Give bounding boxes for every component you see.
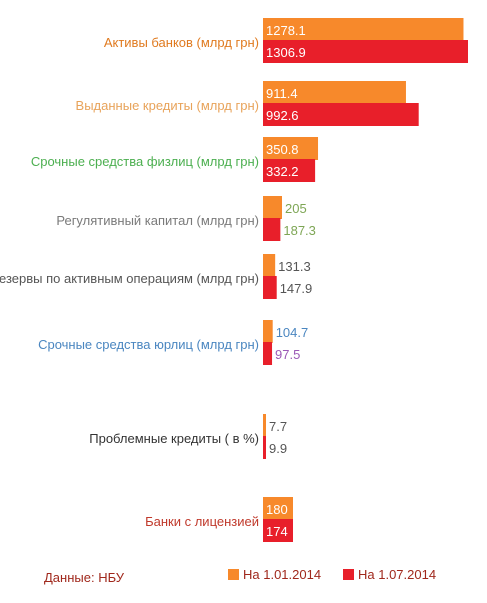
- legend-item-series-1: На 1.01.2014: [228, 567, 321, 582]
- data-label: 97.5: [275, 347, 300, 362]
- bar-series-2: [263, 436, 266, 459]
- data-label: 1306.9: [266, 45, 306, 60]
- bar-series-1: [263, 497, 293, 520]
- category-label: Банки с лицензией: [145, 514, 259, 529]
- bar-series-2: [263, 159, 316, 182]
- category-label: Активы банков (млрд грн): [104, 35, 259, 50]
- bar-series-1: [263, 254, 276, 277]
- legend-item-series-2: На 1.07.2014: [343, 567, 436, 582]
- category-label: Проблемные кредиты ( в %): [89, 431, 259, 446]
- legend-label-series-2: На 1.07.2014: [358, 567, 437, 582]
- legend-swatch-series-2: [343, 569, 354, 580]
- category-label: Резервы по активным операциям (млрд грн): [0, 271, 259, 286]
- data-label: 205: [285, 201, 307, 216]
- data-label: 104.7: [276, 325, 309, 340]
- data-label: 9.9: [269, 441, 287, 456]
- data-label: 180: [266, 502, 288, 517]
- bar-series-2: [263, 218, 281, 241]
- data-label: 350.8: [266, 142, 299, 157]
- bar-series-2: [263, 519, 293, 542]
- data-label: 187.3: [283, 223, 316, 238]
- bar-series-1: [263, 196, 282, 219]
- data-label: 911.4: [266, 86, 298, 101]
- data-label: 131.3: [278, 259, 311, 274]
- data-label: 992.6: [266, 108, 299, 123]
- legend-label-series-1: На 1.01.2014: [243, 567, 322, 582]
- category-label: Регулятивный капитал (млрд грн): [56, 213, 259, 228]
- legend-swatch-series-1: [228, 569, 239, 580]
- bar-series-1: [263, 137, 319, 160]
- bar-series-1: [263, 414, 266, 437]
- bar-series-1: [263, 18, 464, 41]
- bar-series-1: [263, 81, 406, 104]
- bar-series-2: [263, 276, 277, 299]
- data-label: 147.9: [280, 281, 313, 296]
- category-label: Срочные средства юрлиц (млрд грн): [38, 337, 259, 352]
- bar-series-2: [263, 342, 273, 365]
- bar-series-1: [263, 320, 273, 343]
- category-label: Выданные кредиты (млрд грн): [76, 98, 259, 113]
- data-label: 1278.1: [266, 23, 306, 38]
- bar-series-2: [263, 103, 419, 126]
- source-note: Данные: НБУ: [44, 570, 125, 585]
- data-label: 7.7: [269, 419, 287, 434]
- category-label: Срочные средства физлиц (млрд грн): [31, 154, 259, 169]
- data-label: 332.2: [266, 164, 299, 179]
- data-label: 174: [266, 524, 288, 539]
- bar-series-2: [263, 40, 468, 63]
